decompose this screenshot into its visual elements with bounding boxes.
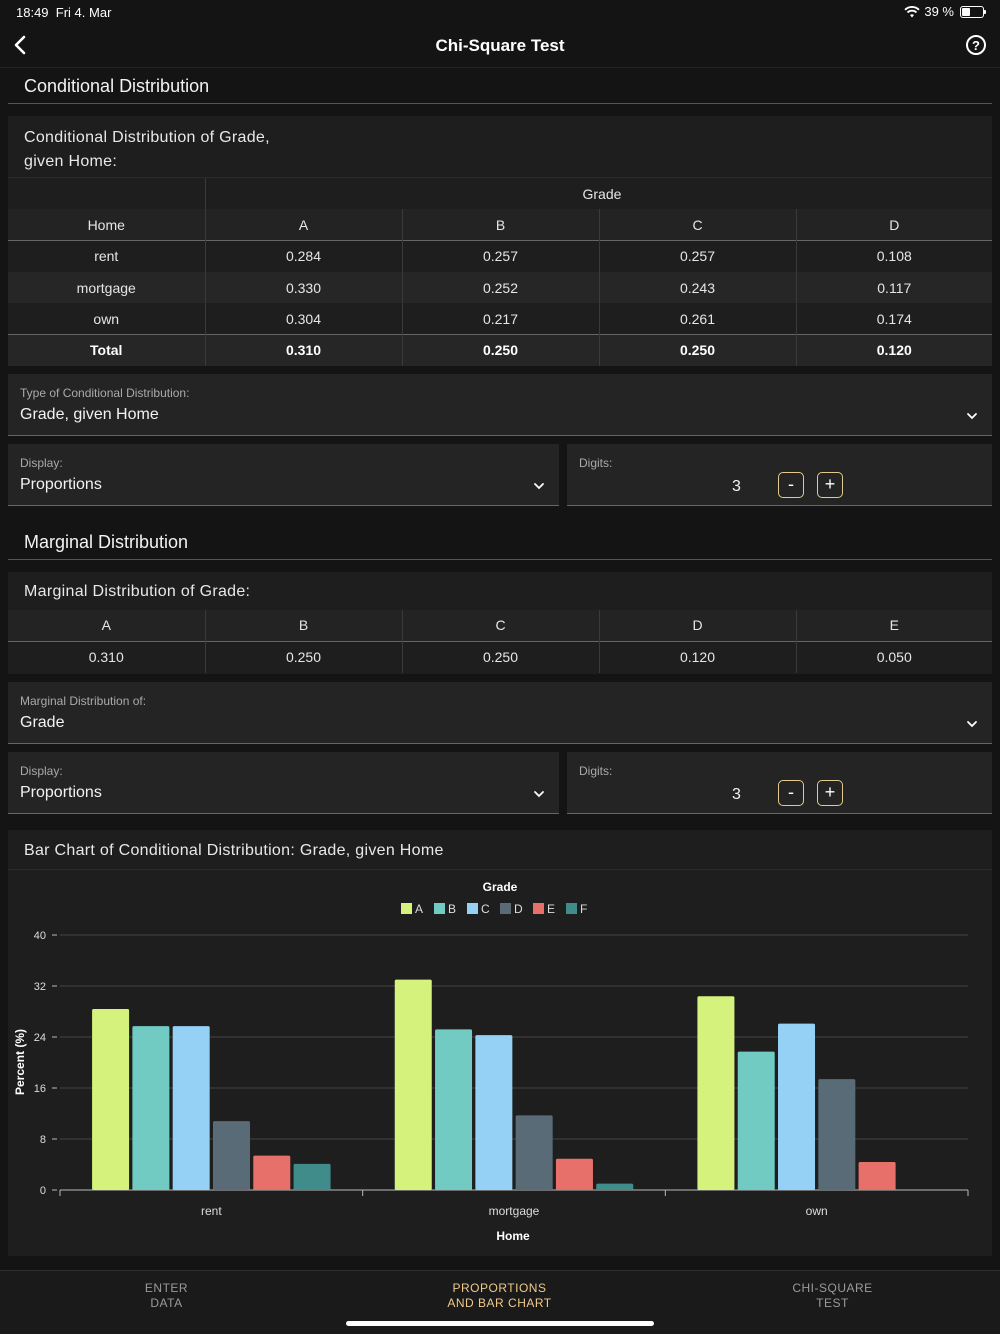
legend-title: Grade bbox=[483, 880, 518, 894]
marginal-card-title: Marginal Distribution of Grade: bbox=[24, 583, 251, 600]
bar-chart-card: Bar Chart of Conditional Distribution: G… bbox=[8, 830, 992, 1256]
grade-group-header: Grade bbox=[205, 178, 993, 210]
back-chevron-icon[interactable] bbox=[8, 32, 34, 58]
y-tick-label: 0 bbox=[40, 1185, 46, 1197]
table-row: 0.310 0.250 0.250 0.120 0.050 bbox=[8, 641, 992, 673]
marginal-table-card: Marginal Distribution of Grade: A B C D … bbox=[8, 572, 992, 674]
marginal-display-select[interactable]: Display: Proportions bbox=[8, 752, 559, 814]
marginal-of-select[interactable]: Marginal Distribution of: Grade bbox=[8, 682, 992, 744]
conditional-type-value: Grade, given Home bbox=[20, 406, 159, 423]
y-tick-label: 40 bbox=[34, 930, 46, 942]
wifi-icon bbox=[904, 5, 920, 17]
marginal-digits-value: 3 bbox=[732, 786, 741, 803]
conditional-table: Grade Home A B C D rent 0.284 0.257 0.25… bbox=[8, 178, 993, 366]
total-row: Total 0.310 0.250 0.250 0.120 bbox=[8, 334, 993, 366]
col-header-a: A bbox=[205, 209, 403, 241]
col-header-c: C bbox=[599, 209, 797, 241]
conditional-type-label: Type of Conditional Distribution: bbox=[20, 386, 190, 400]
y-tick-label: 24 bbox=[34, 1032, 46, 1044]
battery-percent: 39 % bbox=[924, 4, 954, 19]
bar-own-E bbox=[858, 1161, 896, 1190]
status-bar: 18:49 Fri 4. Mar 39 % bbox=[0, 0, 1000, 24]
col-header-d: D bbox=[796, 209, 993, 241]
increment-button[interactable]: + bbox=[817, 780, 843, 806]
help-icon[interactable]: ? bbox=[966, 35, 986, 55]
bar-own-C bbox=[778, 1023, 816, 1190]
bar-own-B bbox=[737, 1051, 775, 1190]
home-indicator bbox=[346, 1321, 654, 1326]
legend-swatch-B bbox=[434, 903, 445, 914]
bar-mortgage-C bbox=[475, 1035, 513, 1190]
legend-label-B: B bbox=[448, 902, 456, 916]
navigation-bar: Chi-Square Test ? bbox=[0, 24, 1000, 68]
conditional-display-value: Proportions bbox=[20, 476, 102, 493]
decrement-button[interactable]: - bbox=[778, 472, 804, 498]
conditional-digits-value: 3 bbox=[732, 478, 741, 495]
conditional-type-select[interactable]: Type of Conditional Distribution: Grade,… bbox=[8, 374, 992, 436]
conditional-section-title: Conditional Distribution bbox=[8, 68, 992, 104]
chevron-down-icon bbox=[534, 483, 544, 490]
legend-label-F: F bbox=[580, 902, 587, 916]
legend-swatch-C bbox=[467, 903, 478, 914]
marginal-display-value: Proportions bbox=[20, 784, 102, 801]
legend-label-E: E bbox=[547, 902, 555, 916]
page-title: Chi-Square Test bbox=[435, 36, 565, 55]
x-tick-label: rent bbox=[201, 1204, 222, 1218]
y-tick-label: 8 bbox=[40, 1134, 46, 1146]
bar-rent-D bbox=[212, 1121, 250, 1190]
table-row: mortgage 0.330 0.252 0.243 0.117 bbox=[8, 271, 993, 304]
bar-rent-F bbox=[293, 1163, 331, 1190]
bar-rent-B bbox=[132, 1026, 170, 1190]
marginal-of-value: Grade bbox=[20, 714, 65, 731]
conditional-table-card: Conditional Distribution of Grade, given… bbox=[8, 116, 993, 366]
legend-label-A: A bbox=[415, 902, 423, 916]
bar-rent-E bbox=[253, 1155, 291, 1190]
tab-enter-data[interactable]: ENTER DATA bbox=[144, 1281, 189, 1310]
legend-swatch-F bbox=[566, 903, 577, 914]
chevron-down-icon bbox=[967, 413, 977, 420]
legend-swatch-E bbox=[533, 903, 544, 914]
bar-mortgage-A bbox=[394, 979, 432, 1190]
home-header: Home bbox=[8, 209, 206, 241]
table-row: rent 0.284 0.257 0.257 0.108 bbox=[8, 240, 993, 272]
bar-mortgage-B bbox=[435, 1029, 473, 1190]
decrement-button[interactable]: - bbox=[778, 780, 804, 806]
legend-label-D: D bbox=[514, 902, 523, 916]
bar-own-D bbox=[818, 1079, 856, 1190]
chevron-down-icon bbox=[967, 721, 977, 728]
marginal-section-title: Marginal Distribution bbox=[8, 524, 992, 560]
bar-rent-A bbox=[92, 1008, 130, 1190]
tab-proportions-bar-chart[interactable]: PROPORTIONS AND BAR CHART bbox=[447, 1281, 552, 1310]
chevron-down-icon bbox=[534, 791, 544, 798]
y-axis-label: Percent (%) bbox=[13, 1029, 27, 1095]
status-time: 18:49 Fri 4. Mar bbox=[16, 5, 112, 20]
x-tick-label: own bbox=[806, 1204, 828, 1218]
bar-mortgage-D bbox=[515, 1115, 553, 1190]
col-header-b: B bbox=[402, 209, 600, 241]
conditional-card-title-2: given Home: bbox=[24, 153, 118, 170]
increment-button[interactable]: + bbox=[817, 472, 843, 498]
bar-rent-C bbox=[172, 1026, 210, 1190]
battery-icon bbox=[960, 5, 986, 18]
conditional-display-select[interactable]: Display: Proportions bbox=[8, 444, 559, 506]
tab-chi-square-test[interactable]: CHI-SQUARE TEST bbox=[792, 1281, 873, 1310]
table-row: own 0.304 0.217 0.261 0.174 bbox=[8, 303, 993, 335]
marginal-digits-stepper: Digits: 3 - + bbox=[567, 752, 992, 814]
legend-label-C: C bbox=[481, 902, 490, 916]
conditional-card-title-1: Conditional Distribution of Grade, bbox=[24, 129, 270, 146]
bar-own-A bbox=[697, 996, 735, 1190]
conditional-digits-stepper: Digits: 3 - + bbox=[567, 444, 992, 506]
marginal-table: A B C D E 0.310 0.250 0.250 0.120 0.050 bbox=[8, 610, 992, 673]
legend-swatch-A bbox=[401, 903, 412, 914]
x-tick-label: mortgage bbox=[489, 1204, 540, 1218]
bar-mortgage-E bbox=[555, 1158, 593, 1190]
bar-mortgage-F bbox=[596, 1183, 634, 1190]
x-axis-label: Home bbox=[496, 1229, 530, 1243]
bar-chart: Grade A B C D E F 0 8 16 24 32 40 Percent (%) rent mort… bbox=[13, 880, 969, 1243]
y-tick-label: 32 bbox=[34, 981, 46, 993]
y-tick-label: 16 bbox=[34, 1083, 46, 1095]
bar-chart-title: Bar Chart of Conditional Distribution: G… bbox=[24, 842, 444, 859]
legend-swatch-D bbox=[500, 903, 511, 914]
